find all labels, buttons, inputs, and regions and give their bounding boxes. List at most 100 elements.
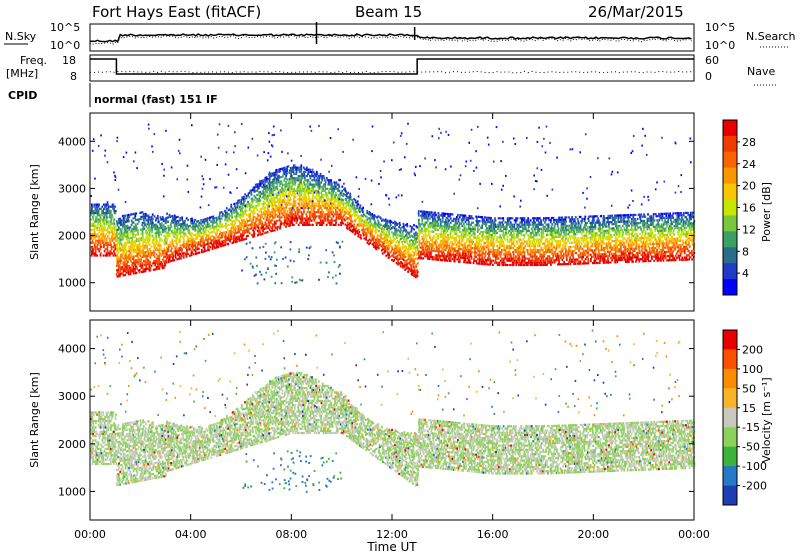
power-echo-cell — [259, 214, 262, 217]
power-echo-cell — [94, 252, 97, 255]
power-echo-cell — [122, 274, 125, 277]
power-data — [90, 122, 696, 285]
power-echo-cell — [96, 245, 99, 249]
power-echo-cell — [282, 167, 285, 170]
power-echo-cell — [176, 239, 178, 242]
power-echo-cell — [174, 227, 176, 230]
power-echo-cell — [277, 208, 280, 211]
power-echo-cell — [184, 243, 186, 246]
power-echo-cell — [520, 234, 523, 237]
power-echo-cell — [412, 257, 414, 260]
power-echo-cell — [142, 268, 145, 271]
power-echo-cell — [383, 228, 386, 231]
power-echo-cell — [533, 242, 536, 245]
power-echo-cell — [305, 166, 308, 169]
power-echo-cell — [104, 212, 106, 215]
power-echo-cell — [203, 220, 206, 223]
power-echo-cell — [197, 226, 199, 229]
power-echo-cell — [409, 252, 411, 255]
power-echo-cell — [92, 222, 95, 225]
power-echo-cell — [423, 234, 425, 237]
power-echo-cell — [111, 216, 114, 219]
power-echo-cell — [145, 263, 148, 266]
power-echo-cell — [179, 246, 182, 249]
power-echo-cell — [526, 249, 529, 252]
power-echo-cell — [145, 229, 148, 232]
power-echo-cell — [167, 243, 170, 247]
power-echo-cell — [534, 249, 537, 252]
power-echo-cell — [308, 221, 310, 224]
power-echo-cell — [242, 204, 245, 207]
power-echo-cell — [395, 221, 397, 224]
power-echo-cell — [484, 254, 487, 257]
power-echo-cell — [451, 230, 454, 233]
power-echo-cell — [487, 246, 489, 249]
power-echo-cell — [115, 233, 118, 236]
power-echo-cell — [146, 235, 149, 239]
power-echo-cell — [304, 217, 307, 220]
power-echo-cell — [510, 246, 512, 250]
power-echo-cell — [357, 235, 360, 238]
power-echo-cell — [547, 259, 549, 262]
power-echo-cell — [247, 224, 250, 227]
power-echo-cell — [417, 220, 420, 223]
power-echo-cell — [162, 224, 165, 227]
power-echo-cell — [470, 257, 473, 260]
power-echo-cell — [319, 219, 322, 222]
power-echo-cell — [376, 216, 378, 219]
power-echo-cell — [302, 189, 304, 192]
power-echo-cell — [514, 219, 517, 222]
power-echo-cell — [409, 235, 411, 238]
power-echo-cell — [510, 240, 513, 243]
power-echo-cell — [330, 200, 333, 203]
power-echo-cell — [523, 246, 526, 250]
power-echo-cell — [482, 252, 485, 255]
power-echo-cell — [316, 198, 319, 201]
power-echo-cell — [427, 240, 429, 243]
power-echo-cell — [382, 245, 385, 248]
power-echo-cell — [389, 223, 392, 227]
power-echo-cell — [371, 236, 373, 239]
power-echo-cell — [268, 217, 271, 220]
power-echo-cell — [175, 224, 177, 227]
power-echo-cell — [328, 181, 331, 184]
power-echo-cell — [259, 216, 262, 219]
power-echo-cell — [510, 223, 512, 226]
power-echo-cell — [524, 227, 527, 230]
power-echo-cell — [179, 233, 182, 237]
power-echo-cell — [384, 239, 387, 242]
power-echo-cell — [204, 224, 207, 227]
power-echo-cell — [443, 238, 446, 241]
power-echo-cell — [437, 248, 440, 251]
power-echo-cell — [270, 175, 272, 178]
power-echo-cell — [327, 211, 330, 214]
power-echo-cell — [309, 211, 311, 214]
power-echo-cell — [319, 196, 322, 199]
power-echo-cell — [160, 260, 163, 264]
power-echo-cell — [329, 183, 331, 186]
power-echo-cell — [176, 249, 179, 252]
power-echo-cell — [137, 263, 139, 266]
power-echo-cell — [125, 250, 128, 253]
power-echo-cell — [263, 187, 265, 190]
power-echo-cell — [187, 240, 190, 243]
power-echo-cell — [107, 226, 109, 230]
power-echo-cell — [304, 185, 307, 188]
power-echo-cell — [419, 254, 422, 258]
power-echo-cell — [91, 239, 94, 242]
power-echo-cell — [293, 200, 295, 203]
power-echo-cell — [396, 239, 399, 243]
power-echo-cell — [534, 242, 537, 245]
power-echo-cell — [509, 225, 511, 228]
power-echo-cell — [348, 207, 351, 210]
power-echo-cell — [117, 262, 119, 265]
power-echo-cell — [167, 235, 170, 238]
power-echo-cell — [380, 236, 382, 239]
power-echo-cell — [459, 235, 461, 238]
power-echo-cell — [174, 218, 177, 221]
power-echo-cell — [219, 220, 222, 223]
power-echo-cell — [212, 243, 215, 246]
power-echo-cell — [255, 185, 257, 189]
power-echo-cell — [94, 226, 97, 230]
power-echo-cell — [270, 191, 273, 195]
